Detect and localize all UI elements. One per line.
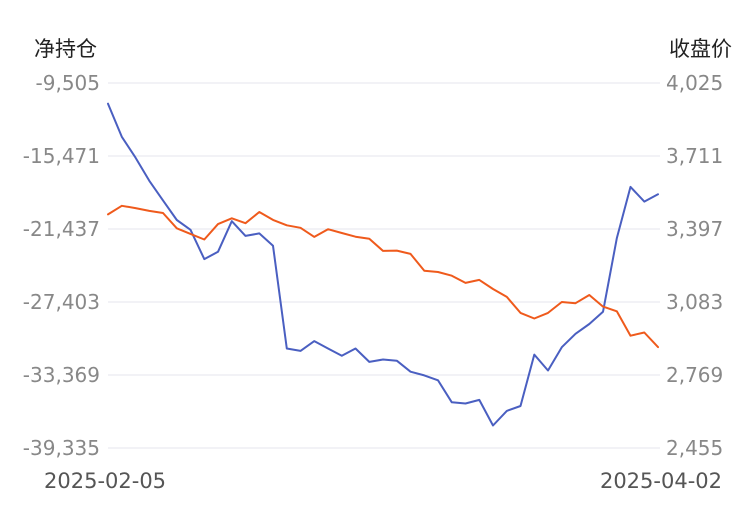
left-tick-label: -39,335 — [23, 436, 100, 460]
right-tick-label: 4,025 — [666, 71, 723, 95]
left-axis-title: 净持仓 — [34, 37, 97, 61]
grid-lines — [108, 82, 660, 449]
left-tick-label: -33,369 — [23, 363, 100, 387]
right-axis-title: 收盘价 — [669, 37, 732, 61]
left-tick-label: -21,437 — [23, 217, 100, 241]
x-start-label: 2025-02-05 — [44, 469, 166, 493]
left-tick-label: -15,471 — [23, 144, 100, 168]
left-tick-label: -9,505 — [36, 71, 100, 95]
right-tick-label: 3,083 — [666, 290, 723, 314]
right-tick-label: 3,711 — [666, 144, 723, 168]
left-tick-label: -27,403 — [23, 290, 100, 314]
right-tick-label: 2,455 — [666, 436, 723, 460]
right-tick-label: 3,397 — [666, 217, 723, 241]
series-lines — [107, 102, 659, 427]
left-axis-ticks: -9,505 -15,471 -21,437 -27,403 -33,369 -39,33… — [23, 71, 100, 460]
net-position-line — [107, 102, 659, 427]
right-axis-ticks: 4,025 3,711 3,397 3,083 2,769 2,455 — [666, 71, 723, 460]
close-price-line — [107, 204, 659, 349]
x-end-label: 2025-04-02 — [600, 469, 722, 493]
right-tick-label: 2,769 — [666, 363, 723, 387]
